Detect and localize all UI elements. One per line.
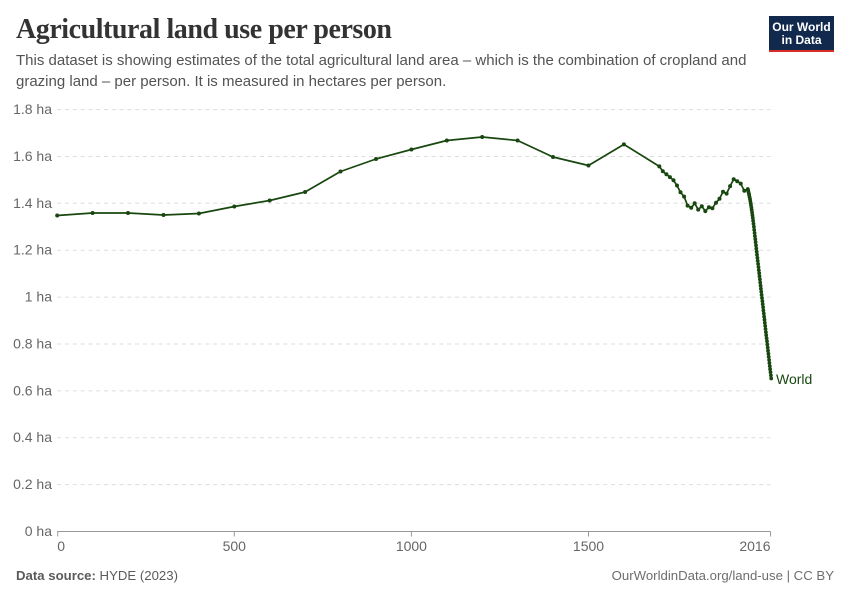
svg-text:0.6 ha: 0.6 ha	[13, 382, 52, 398]
svg-text:1.2 ha: 1.2 ha	[13, 242, 52, 258]
svg-text:1 ha: 1 ha	[25, 289, 52, 305]
svg-text:0.2 ha: 0.2 ha	[13, 476, 52, 492]
svg-text:0.4 ha: 0.4 ha	[13, 429, 52, 445]
svg-text:1000: 1000	[396, 538, 427, 554]
svg-text:World: World	[776, 371, 812, 387]
svg-text:0 ha: 0 ha	[25, 523, 52, 539]
svg-text:2016: 2016	[739, 538, 770, 554]
svg-text:1.8 ha: 1.8 ha	[13, 101, 52, 117]
svg-text:1.4 ha: 1.4 ha	[13, 195, 52, 211]
svg-text:1500: 1500	[573, 538, 604, 554]
svg-text:0: 0	[57, 538, 65, 554]
svg-text:0.8 ha: 0.8 ha	[13, 336, 52, 352]
svg-text:1.6 ha: 1.6 ha	[13, 148, 52, 164]
svg-text:500: 500	[223, 538, 247, 554]
